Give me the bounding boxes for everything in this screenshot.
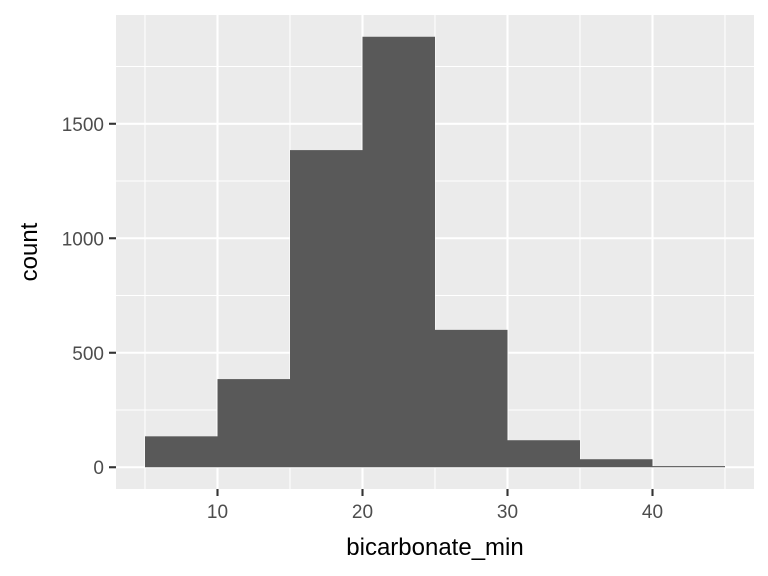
- histogram-bar: [580, 459, 653, 468]
- x-tick-label: 10: [207, 502, 228, 523]
- histogram-bar: [507, 440, 580, 468]
- x-tick-label: 30: [497, 502, 518, 523]
- histogram-bar: [290, 150, 363, 468]
- y-tick-label: 1500: [62, 115, 104, 136]
- histogram-bars: [145, 36, 725, 468]
- y-tick-label: 1000: [62, 229, 104, 250]
- y-tick-label: 0: [93, 458, 104, 479]
- histogram-bar: [217, 379, 290, 468]
- y-tick-label: 500: [72, 344, 104, 365]
- y-axis-title: count: [16, 222, 43, 281]
- x-tick-label: 40: [642, 502, 663, 523]
- histogram-bar: [362, 36, 435, 468]
- x-axis-title: bicarbonate_min: [346, 534, 523, 561]
- y-axis-ticks: 0 500 1000 1500: [62, 115, 116, 479]
- x-axis-ticks: 10 20 30 40: [207, 489, 663, 523]
- x-tick-label: 20: [352, 502, 373, 523]
- histogram-bar: [145, 436, 218, 468]
- histogram-bar: [652, 466, 725, 468]
- histogram-bar: [435, 329, 508, 468]
